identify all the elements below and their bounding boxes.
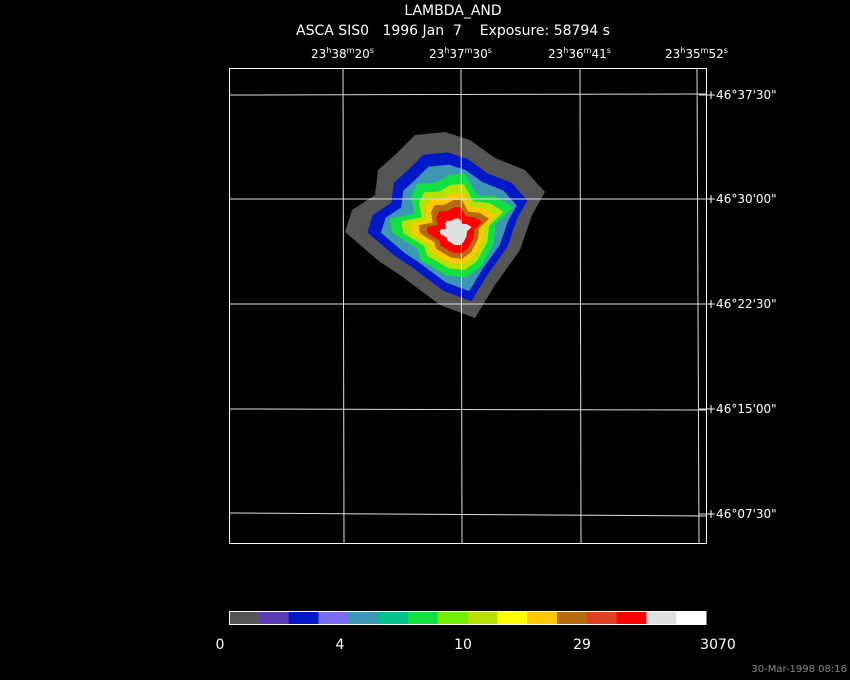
ra-unit: s bbox=[724, 46, 728, 55]
ra-unit: m bbox=[701, 46, 709, 55]
ra-unit: h bbox=[680, 46, 685, 55]
grid-line bbox=[229, 93, 707, 96]
ra-number: 37 bbox=[449, 47, 464, 61]
ra-unit: h bbox=[563, 46, 568, 55]
ra-number: 20 bbox=[354, 47, 369, 61]
dec-label: +46°22'30" bbox=[706, 297, 777, 311]
frame bbox=[229, 68, 707, 544]
xray-image bbox=[345, 132, 545, 318]
ra-number: 23 bbox=[429, 47, 444, 61]
ra-unit: s bbox=[607, 46, 611, 55]
grid-line bbox=[229, 512, 707, 517]
dec-label: +46°30'00" bbox=[706, 192, 777, 206]
dec-labels: +46°37'30" +46°30'00" +46°22'30" +46°15'00"… bbox=[699, 88, 777, 521]
colorbar-swatch bbox=[646, 611, 677, 625]
ra-label: 23h36m41s bbox=[548, 46, 611, 61]
colorbar-swatch bbox=[616, 611, 647, 625]
ra-number: 30 bbox=[472, 47, 487, 61]
colorbar-swatch bbox=[497, 611, 528, 625]
ra-unit: m bbox=[465, 46, 473, 55]
colorbar-label: 3070 bbox=[700, 637, 736, 653]
colorbar-label: 0 bbox=[216, 637, 225, 653]
colorbar-label: 29 bbox=[573, 637, 591, 653]
ra-unit: h bbox=[444, 46, 449, 55]
ra-number: 23 bbox=[665, 47, 680, 61]
ra-label: 23h35m52s bbox=[665, 46, 728, 61]
colorbar: 0 4 10 29 3070 bbox=[216, 611, 736, 653]
grid-line bbox=[696, 68, 700, 544]
title: LAMBDA_AND bbox=[404, 3, 501, 19]
colorbar-swatch bbox=[467, 611, 498, 625]
ra-number: 23 bbox=[311, 47, 326, 61]
ra-number: 38 bbox=[331, 47, 346, 61]
colorbar-swatch bbox=[229, 611, 260, 625]
colorbar-swatch bbox=[378, 611, 409, 625]
grid-line bbox=[229, 408, 707, 411]
ra-number: 52 bbox=[708, 47, 723, 61]
colorbar-label: 10 bbox=[454, 637, 472, 653]
ra-unit: m bbox=[347, 46, 355, 55]
colorbar-swatch bbox=[318, 611, 349, 625]
colorbar-swatch bbox=[527, 611, 558, 625]
colorbar-swatch bbox=[288, 611, 319, 625]
timestamp: 30-Mar-1998 08:16 bbox=[751, 664, 847, 675]
ra-unit: h bbox=[326, 46, 331, 55]
ra-unit: s bbox=[488, 46, 492, 55]
ra-number: 23 bbox=[548, 47, 563, 61]
dec-label: +46°37'30" bbox=[706, 88, 777, 102]
coord-grid bbox=[229, 68, 707, 544]
colorbar-border bbox=[229, 611, 706, 625]
colorbar-swatch bbox=[437, 611, 468, 625]
colorbar-swatch bbox=[676, 611, 707, 625]
ra-label: 23h37m30s bbox=[429, 46, 492, 61]
colorbar-swatch bbox=[407, 611, 439, 625]
ra-number: 36 bbox=[568, 47, 583, 61]
colorbar-swatch bbox=[348, 611, 379, 625]
grid-line bbox=[579, 68, 582, 544]
dec-label: +46°07'30" bbox=[706, 507, 777, 521]
ra-number: 41 bbox=[591, 47, 606, 61]
dec-label: +46°15'00" bbox=[706, 402, 777, 416]
colorbar-swatch bbox=[258, 611, 290, 625]
subtitle: ASCA SIS0 1996 Jan 7 Exposure: 58794 s bbox=[296, 23, 610, 39]
grid-line bbox=[342, 68, 345, 544]
ra-unit: m bbox=[584, 46, 592, 55]
contour-level bbox=[439, 218, 472, 246]
colorbar-label: 4 bbox=[336, 637, 345, 653]
ra-unit: s bbox=[370, 46, 374, 55]
ra-labels: 23h38m20s 23h37m30s 23h36m41s 23h35m52s bbox=[311, 46, 728, 61]
colorbar-swatch bbox=[556, 611, 588, 625]
grid-line bbox=[460, 68, 463, 544]
ra-number: 35 bbox=[685, 47, 700, 61]
colorbar-swatch bbox=[586, 611, 618, 625]
ra-label: 23h38m20s bbox=[311, 46, 374, 61]
